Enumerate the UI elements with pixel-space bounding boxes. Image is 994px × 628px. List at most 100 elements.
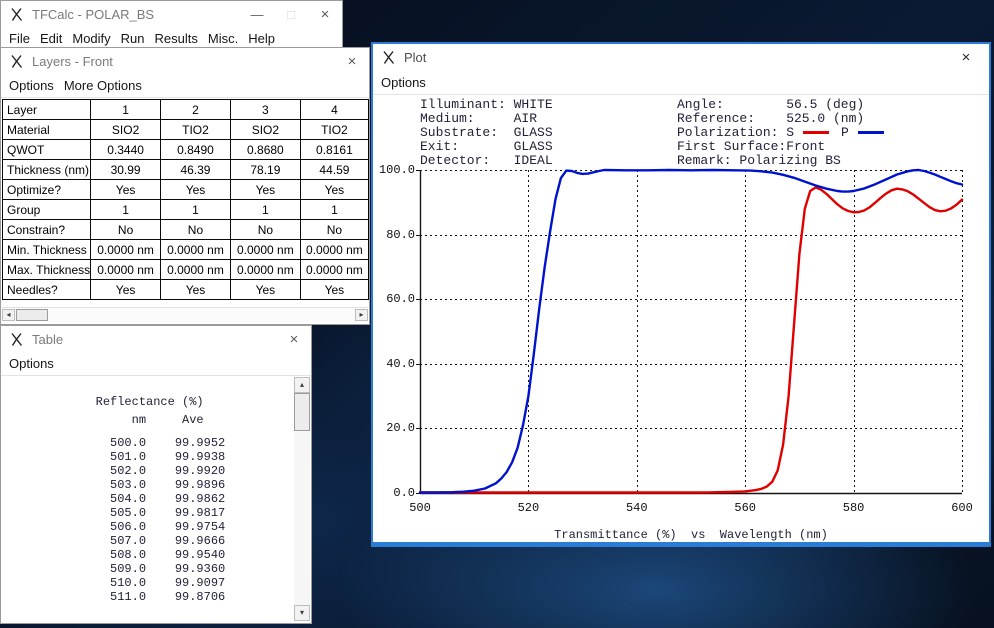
cell-value[interactable]: Yes	[230, 180, 300, 200]
menu-item-misc[interactable]: Misc.	[203, 31, 243, 46]
cell-value[interactable]: Yes	[91, 280, 161, 300]
cell-value[interactable]: 0.0000 nm	[91, 260, 161, 280]
cell-value[interactable]: 0.8490	[161, 140, 231, 160]
y-tick-label: 20.0	[373, 422, 415, 434]
titlebar[interactable]: Table ×	[1, 326, 311, 352]
cell-value[interactable]: 3	[230, 100, 300, 120]
cell-value[interactable]: 0.0000 nm	[230, 240, 300, 260]
window-title: Table	[32, 332, 63, 347]
menu-item-results[interactable]: Results	[150, 31, 203, 46]
cell-value[interactable]: 1	[300, 200, 368, 220]
titlebar[interactable]: TFCalc - POLAR_BS — □ ×	[1, 1, 342, 27]
legend-p-line	[858, 131, 884, 134]
cell-value[interactable]: TIO2	[300, 120, 368, 140]
legend-s-line	[803, 131, 829, 134]
cell-value[interactable]: 1	[230, 200, 300, 220]
cell-value[interactable]: Yes	[300, 180, 368, 200]
table-row: Max. Thickness0.0000 nm0.0000 nm0.0000 n…	[3, 260, 369, 280]
minimize-button[interactable]: —	[240, 1, 274, 27]
reflectance-table: Reflectance (%) nm Ave 500.0 99.9952 501…	[2, 377, 294, 621]
cell-value[interactable]: 1	[91, 200, 161, 220]
cell-value[interactable]: 0.0000 nm	[91, 240, 161, 260]
cell-value[interactable]: 0.0000 nm	[161, 260, 231, 280]
cell-value[interactable]: SIO2	[91, 120, 161, 140]
scroll-up-button[interactable]: ▴	[294, 377, 310, 393]
cell-value[interactable]: 0.8161	[300, 140, 368, 160]
reflectance-row: 500.0 99.9952	[2, 436, 294, 450]
cell-value[interactable]: Yes	[161, 280, 231, 300]
plot-info-line: Angle:56.5 (deg)	[677, 98, 884, 112]
scrollbar-thumb[interactable]	[16, 309, 48, 321]
reflectance-row: 508.0 99.9540	[2, 548, 294, 562]
scrollbar-thumb[interactable]	[294, 393, 310, 431]
plot-info-value: GLASS	[514, 125, 553, 140]
vertical-scrollbar[interactable]: ▴ ▾	[294, 377, 310, 621]
cell-value[interactable]: 2	[161, 100, 231, 120]
menu-item-more-options[interactable]: More Options	[59, 78, 147, 93]
menu-item-options[interactable]: Options	[4, 356, 59, 371]
window-title: Plot	[404, 50, 426, 65]
reflectance-row: 506.0 99.9754	[2, 520, 294, 534]
scroll-down-button[interactable]: ▾	[294, 605, 310, 621]
cell-value[interactable]: 0.0000 nm	[300, 240, 368, 260]
cell-value[interactable]: 4	[300, 100, 368, 120]
cell-value[interactable]: Yes	[91, 180, 161, 200]
plot-info-label: First Surface:	[677, 140, 786, 154]
menu-item-file[interactable]: File	[4, 31, 35, 46]
scroll-right-button[interactable]: ▸	[355, 309, 368, 321]
curve-s-polarization	[420, 187, 962, 492]
cell-value[interactable]: 1	[91, 100, 161, 120]
cell-value[interactable]: SIO2	[230, 120, 300, 140]
window-title: Layers - Front	[32, 54, 113, 69]
cell-value[interactable]: 0.3440	[91, 140, 161, 160]
menu-item-modify[interactable]: Modify	[67, 31, 115, 46]
row-label: Max. Thickness	[3, 260, 91, 280]
cell-value[interactable]: 0.0000 nm	[230, 260, 300, 280]
titlebar[interactable]: Layers - Front ×	[1, 48, 369, 74]
legend-p-label: P	[841, 125, 849, 140]
x-tick-label: 500	[398, 502, 442, 514]
reflectance-header: Reflectance (%)	[2, 395, 294, 409]
reflectance-row: 504.0 99.9862	[2, 492, 294, 506]
cell-value[interactable]: No	[230, 220, 300, 240]
cell-value[interactable]: 46.39	[161, 160, 231, 180]
menu-item-run[interactable]: Run	[116, 31, 150, 46]
curve-p-polarization	[420, 170, 962, 492]
cell-value[interactable]: 0.0000 nm	[161, 240, 231, 260]
cell-value[interactable]: 78.19	[230, 160, 300, 180]
close-button[interactable]: ×	[949, 44, 983, 71]
row-label: Layer	[3, 100, 91, 120]
close-button[interactable]: ×	[335, 48, 369, 74]
window-title: TFCalc - POLAR_BS	[32, 7, 154, 22]
cell-value[interactable]: Yes	[230, 280, 300, 300]
desktop: { "app": { "accent": "#2a7cd4", "curve_s…	[0, 0, 994, 628]
close-button[interactable]: ×	[277, 326, 311, 352]
y-tick-label: 60.0	[373, 293, 415, 305]
cell-value[interactable]: 44.59	[300, 160, 368, 180]
cell-value[interactable]: No	[300, 220, 368, 240]
plot-info-line: Polarization:SP	[677, 126, 884, 140]
legend-s-label: S	[786, 125, 794, 140]
cell-value[interactable]: 30.99	[91, 160, 161, 180]
menu-item-edit[interactable]: Edit	[35, 31, 67, 46]
maximize-button[interactable]: □	[274, 1, 308, 27]
scroll-left-button[interactable]: ◂	[2, 309, 15, 321]
table-row: Constrain?NoNoNoNo	[3, 220, 369, 240]
horizontal-scrollbar[interactable]: ◂ ▸	[2, 307, 368, 322]
menu-item-options[interactable]: Options	[4, 78, 59, 93]
window-layers-front: Layers - Front × OptionsMore Options Lay…	[0, 47, 370, 325]
cell-value[interactable]: Yes	[161, 180, 231, 200]
cell-value[interactable]: Yes	[300, 280, 368, 300]
menu-item-options[interactable]: Options	[376, 75, 431, 90]
cell-value[interactable]: 1	[161, 200, 231, 220]
menu-item-help[interactable]: Help	[243, 31, 280, 46]
cell-value[interactable]: No	[91, 220, 161, 240]
close-button[interactable]: ×	[308, 1, 342, 27]
titlebar[interactable]: Plot ×	[373, 44, 989, 71]
cell-value[interactable]: TIO2	[161, 120, 231, 140]
cell-value[interactable]: 0.8680	[230, 140, 300, 160]
reflectance-row: 509.0 99.9360	[2, 562, 294, 576]
cell-value[interactable]: No	[161, 220, 231, 240]
cell-value[interactable]: 0.0000 nm	[300, 260, 368, 280]
table-row: Min. Thickness0.0000 nm0.0000 nm0.0000 n…	[3, 240, 369, 260]
